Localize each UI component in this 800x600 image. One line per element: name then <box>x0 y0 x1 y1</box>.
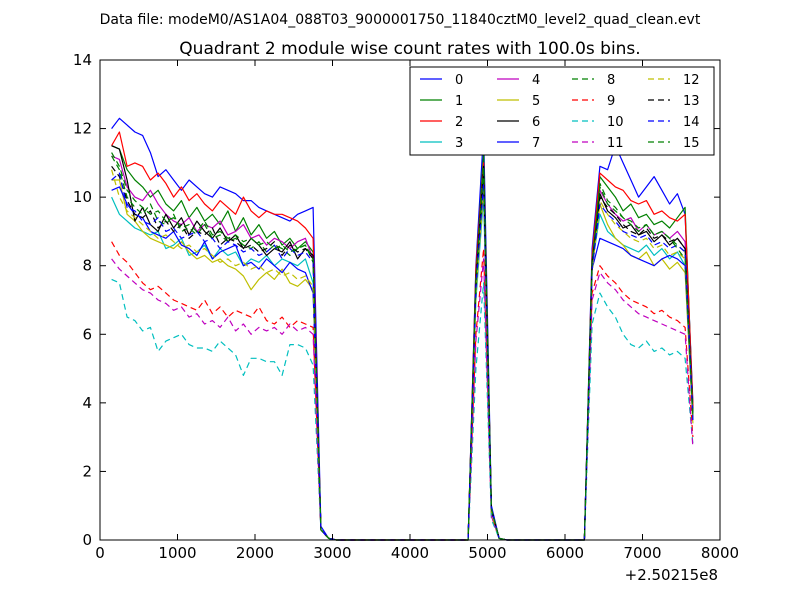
legend-label-6: 6 <box>532 115 540 130</box>
y-tick-label: 2 <box>82 462 92 480</box>
data-file-suptitle: Data file: modeM0/AS1A04_088T03_90000017… <box>100 12 701 28</box>
legend-label-3: 3 <box>455 136 463 151</box>
legend-label-11: 11 <box>607 136 624 151</box>
legend-label-10: 10 <box>607 115 624 130</box>
legend-label-15: 15 <box>683 136 700 151</box>
x-tick-label: 6000 <box>546 544 584 562</box>
chart-title: Quadrant 2 module wise count rates with … <box>179 39 640 59</box>
y-tick-label: 14 <box>73 51 92 69</box>
x-tick-label: 7000 <box>623 544 661 562</box>
x-tick-label: 0 <box>95 544 105 562</box>
legend-label-14: 14 <box>683 115 700 130</box>
series-line-10 <box>111 278 694 541</box>
x-tick-label: 2000 <box>236 544 274 562</box>
legend-box <box>409 66 715 156</box>
legend-label-9: 9 <box>607 94 615 109</box>
x-tick-label: 5000 <box>468 544 506 562</box>
legend-label-4: 4 <box>532 73 540 88</box>
y-tick-label: 6 <box>82 325 92 343</box>
y-tick-label: 4 <box>82 394 92 412</box>
ticks-layer: 0 1000 2000 3000 4000 5000 6000 7000 80000246810… <box>73 51 739 562</box>
x-tick-label: 8000 <box>701 544 739 562</box>
x-tick-label: 3000 <box>313 544 351 562</box>
legend-label-1: 1 <box>455 94 463 109</box>
y-tick-label: 10 <box>73 188 92 206</box>
legend-label-2: 2 <box>455 115 463 130</box>
legend-label-8: 8 <box>607 73 615 88</box>
x-tick-label: 1000 <box>158 544 196 562</box>
x-tick-label: 4000 <box>391 544 429 562</box>
x-offset-label: +2.50215e8 <box>625 566 718 584</box>
y-tick-label: 8 <box>82 257 92 275</box>
series-line-15 <box>111 152 694 541</box>
legend-label-12: 12 <box>683 73 700 88</box>
y-tick-label: 12 <box>73 120 92 138</box>
legend-label-5: 5 <box>532 94 540 109</box>
plot-frame <box>99 59 721 541</box>
legend-label-0: 0 <box>455 73 463 88</box>
legend-label-13: 13 <box>683 94 700 109</box>
y-tick-label: 0 <box>82 531 92 549</box>
legend-label-7: 7 <box>532 136 540 151</box>
